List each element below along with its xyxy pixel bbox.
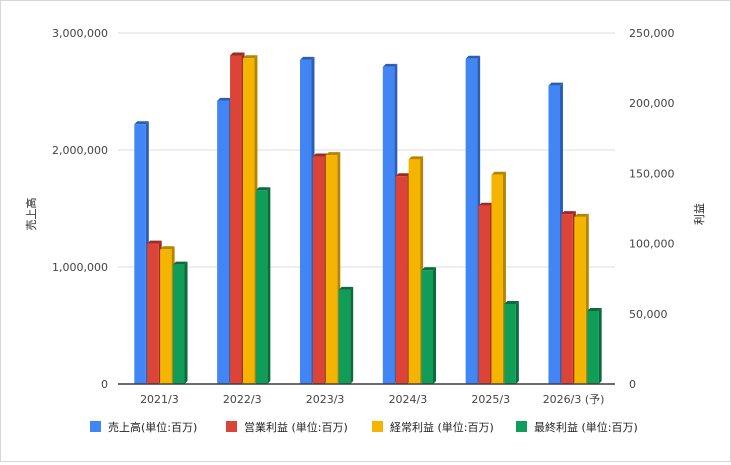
bar (395, 173, 411, 384)
left-tick-label: 0 (101, 378, 108, 391)
bar (299, 56, 315, 384)
x-axis-ticks: 2021/3 2022/3 2023/3 2024/3 2025/3 2026/3 (予) (140, 393, 604, 406)
legend-item[interactable]: 売上高(単位:百万) (90, 420, 197, 434)
right-tick-label: 250,000 (629, 27, 675, 40)
bar (465, 55, 481, 385)
right-tick-label: 0 (629, 378, 636, 391)
left-axis-ticks: 0 1,000,000 2,000,000 3,000,000 (52, 27, 108, 391)
bar (160, 246, 175, 384)
left-tick-label: 1,000,000 (52, 261, 108, 274)
left-tick-label: 2,000,000 (52, 144, 108, 157)
bar (504, 300, 519, 384)
legend-swatch (516, 421, 527, 432)
bar (548, 82, 563, 385)
right-tick-label: 150,000 (629, 167, 675, 180)
bar (382, 63, 398, 385)
legend-item[interactable]: 営業利益 (単位:百万) (226, 420, 348, 434)
bar (587, 307, 602, 384)
bar (242, 55, 258, 384)
legend-item[interactable]: 経常利益 (単位:百万) (372, 420, 494, 434)
right-tick-label: 100,000 (629, 238, 675, 251)
legend-item[interactable]: 最終利益 (単位:百万) (516, 420, 638, 434)
legend-swatch (226, 421, 237, 432)
legend-label: 営業利益 (単位:百万) (244, 420, 348, 434)
bar (134, 121, 149, 384)
bar (574, 213, 589, 384)
x-tick-label: 2022/3 (223, 393, 262, 406)
x-tick-label: 2026/3 (予) (543, 393, 605, 406)
bar (173, 261, 188, 384)
legend-label: 売上高(単位:百万) (108, 420, 197, 434)
bar (421, 267, 437, 384)
bar (230, 52, 245, 385)
bar (478, 202, 494, 384)
legend-label: 経常利益 (単位:百万) (390, 420, 494, 434)
legend: 売上高(単位:百万) 営業利益 (単位:百万) 経常利益 (単位:百万) 最終利益 (… (90, 420, 638, 434)
bar (217, 97, 232, 385)
left-axis-title: 売上高 (24, 198, 38, 231)
bar (325, 152, 341, 384)
bars (118, 52, 615, 385)
bar (561, 211, 576, 384)
bar (338, 286, 354, 384)
legend-swatch (372, 421, 383, 432)
bar (255, 187, 271, 384)
legend-swatch (90, 421, 101, 432)
gridlines (118, 32, 615, 385)
x-tick-label: 2025/3 (471, 393, 510, 406)
right-axis-ticks: 0 50,000 100,000 150,000 200,000 250,000 (629, 27, 675, 391)
legend-label: 最終利益 (単位:百万) (534, 420, 638, 434)
x-tick-label: 2023/3 (306, 393, 345, 406)
bar (147, 240, 162, 384)
x-tick-label: 2024/3 (389, 393, 428, 406)
bar (491, 171, 506, 384)
bar (312, 153, 328, 384)
right-axis-title: 利益 (692, 203, 706, 225)
x-tick-label: 2021/3 (140, 393, 179, 406)
bar (408, 156, 424, 384)
right-tick-label: 200,000 (629, 97, 675, 110)
left-tick-label: 3,000,000 (52, 27, 108, 40)
right-tick-label: 50,000 (629, 308, 668, 321)
